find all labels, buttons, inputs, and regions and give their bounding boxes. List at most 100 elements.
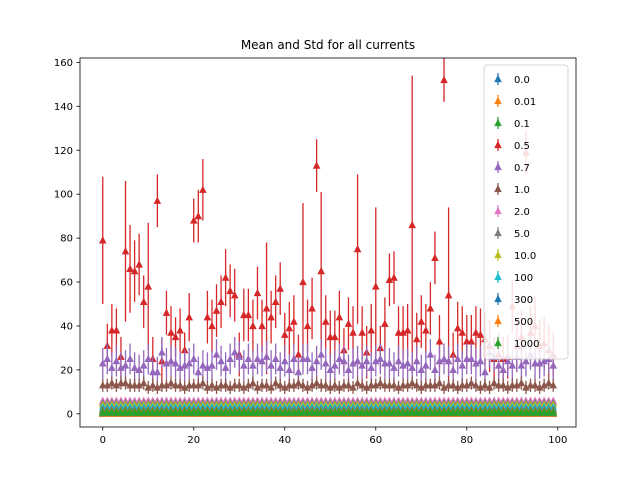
- data-point: [276, 381, 285, 389]
- legend-marker: [494, 162, 502, 171]
- legend-label: 0.01: [514, 97, 536, 108]
- data-point: [212, 306, 221, 314]
- legend-label: 0.0: [514, 75, 530, 86]
- legend-label: 0.7: [514, 163, 530, 174]
- data-point: [235, 352, 244, 360]
- data-point: [194, 211, 203, 220]
- data-point: [494, 361, 503, 369]
- data-point: [335, 312, 344, 321]
- data-point: [217, 356, 225, 365]
- data-point: [444, 356, 453, 365]
- data-point: [412, 381, 421, 389]
- data-point: [221, 273, 230, 281]
- data-point: [312, 378, 321, 387]
- data-point: [280, 330, 289, 338]
- data-point: [408, 363, 416, 371]
- data-point: [221, 363, 230, 371]
- data-point: [217, 297, 225, 305]
- y-tick-label: 20: [60, 365, 73, 376]
- data-point: [408, 220, 416, 229]
- data-point: [185, 359, 193, 367]
- data-point: [121, 247, 130, 255]
- data-point: [203, 383, 212, 391]
- data-point: [171, 359, 180, 367]
- data-point: [199, 378, 207, 387]
- data-point: [376, 354, 385, 363]
- data-point: [144, 354, 153, 363]
- legend-label: 0.5: [514, 141, 530, 152]
- data-point: [253, 288, 262, 297]
- data-point: [271, 354, 280, 363]
- legend-entry: 10.0: [494, 249, 536, 262]
- data-point: [349, 328, 357, 336]
- y-tick-label: 60: [60, 278, 73, 289]
- data-point: [294, 378, 303, 387]
- data-point: [271, 297, 280, 305]
- data-point: [226, 383, 234, 391]
- data-point: [194, 381, 203, 389]
- y-tick-label: 80: [60, 234, 73, 245]
- data-point: [449, 350, 457, 358]
- legend-label: 1.0: [514, 185, 530, 196]
- data-point: [303, 383, 312, 391]
- x-tick-label: 0: [100, 435, 106, 446]
- data-point: [126, 354, 134, 363]
- legend-entry: 0.5: [494, 139, 530, 152]
- data-point: [435, 337, 444, 345]
- data-point: [472, 328, 480, 336]
- data-point: [117, 363, 125, 371]
- data-point: [440, 354, 448, 363]
- series-1.0: [98, 376, 558, 395]
- data-point: [453, 354, 462, 363]
- data-point: [199, 361, 207, 369]
- data-point: [476, 383, 485, 391]
- data-point: [280, 383, 289, 391]
- data-point: [399, 328, 407, 336]
- data-point: [331, 361, 339, 369]
- data-point: [267, 383, 275, 391]
- data-point: [499, 365, 507, 374]
- data-point: [358, 328, 366, 336]
- data-point: [549, 407, 558, 415]
- legend-marker: [494, 206, 502, 215]
- data-point: [458, 328, 467, 336]
- data-point: [490, 378, 498, 387]
- data-point: [158, 348, 166, 356]
- data-point: [258, 356, 266, 365]
- legend-label: 300: [514, 295, 533, 306]
- data-point: [467, 354, 476, 363]
- legend-marker: [494, 316, 502, 325]
- data-point: [135, 260, 143, 268]
- data-point: [390, 381, 398, 389]
- data-point: [422, 326, 430, 334]
- data-point: [358, 361, 366, 369]
- legend-box: [483, 64, 569, 360]
- data-point: [249, 361, 257, 369]
- data-point: [176, 381, 184, 389]
- data-point: [176, 363, 184, 371]
- data-point: [280, 356, 289, 365]
- data-point: [103, 381, 112, 389]
- legend-marker: [494, 140, 502, 149]
- data-point: [440, 383, 448, 391]
- data-point: [290, 317, 298, 325]
- data-point: [399, 361, 407, 369]
- data-point: [226, 354, 234, 363]
- legend: 0.0 0.01 0.1 0.5 0.7 1.0 2.0 5.0 10.0 100 300 500 10…: [483, 64, 569, 360]
- legend-marker: [494, 250, 502, 259]
- data-point: [344, 319, 353, 327]
- data-point: [312, 161, 321, 169]
- data-point: [390, 273, 398, 281]
- data-point: [112, 326, 121, 334]
- data-point: [408, 378, 416, 387]
- data-point: [299, 381, 307, 389]
- data-point: [472, 381, 480, 389]
- data-point: [308, 381, 316, 389]
- data-point: [403, 381, 412, 389]
- data-point: [249, 378, 257, 387]
- data-point: [340, 356, 348, 365]
- data-point: [403, 326, 412, 334]
- data-point: [353, 378, 362, 387]
- data-point: [321, 317, 330, 325]
